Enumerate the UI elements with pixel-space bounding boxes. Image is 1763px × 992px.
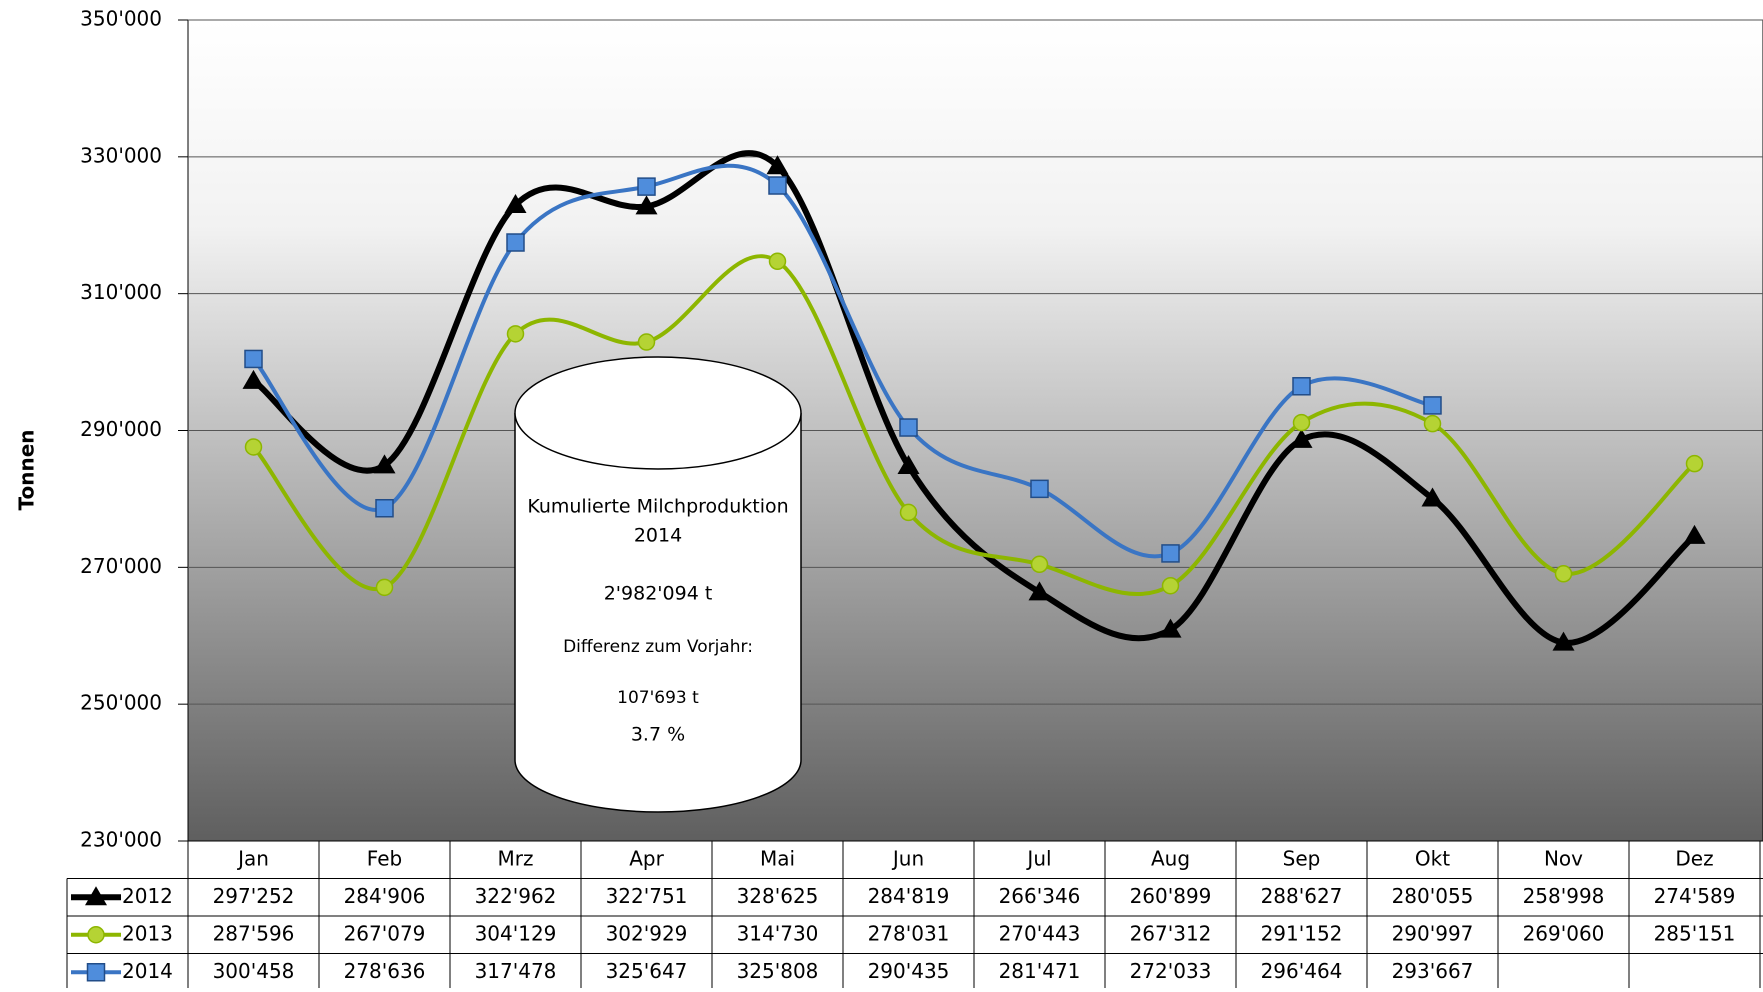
x-tick-label: Apr — [629, 846, 664, 870]
marker — [1556, 566, 1572, 582]
annotation-text: 107'693 t — [617, 688, 699, 708]
y-tick-label: 230'000 — [80, 828, 162, 852]
marker — [1424, 397, 1441, 414]
cylinder-body — [515, 413, 801, 812]
legend-marker — [88, 964, 105, 981]
y-tick-label: 290'000 — [80, 417, 162, 441]
marker — [507, 234, 524, 251]
chart: Tonnen Kumulierte Milchproduktion 2014 2… — [0, 0, 1763, 988]
marker — [1032, 556, 1048, 572]
marker — [1425, 416, 1441, 432]
table-value: 272'033 — [1130, 959, 1212, 983]
table-value: 297'252 — [213, 884, 295, 908]
table-value: 284'819 — [868, 884, 950, 908]
x-tick-label: Jul — [1025, 846, 1051, 870]
annotation-text: Kumulierte Milchproduktion — [527, 496, 788, 518]
table-value: 322'962 — [475, 884, 557, 908]
marker — [245, 350, 262, 367]
table-value: 293'667 — [1392, 959, 1474, 983]
marker — [770, 253, 786, 269]
marker — [377, 579, 393, 595]
marker — [638, 178, 655, 195]
table-value: 317'478 — [475, 959, 557, 983]
table-value: 260'899 — [1130, 884, 1212, 908]
legend-label: 2013 — [122, 921, 173, 945]
table-value: 291'152 — [1261, 921, 1343, 945]
marker — [376, 500, 393, 517]
table-value: 296'464 — [1261, 959, 1343, 983]
table-value: 328'625 — [737, 884, 819, 908]
marker — [1031, 480, 1048, 497]
table-value: 287'596 — [213, 921, 295, 945]
annotation: Kumulierte Milchproduktion 2014 2'982'09… — [515, 357, 801, 812]
marker — [1294, 415, 1310, 431]
table-value: 280'055 — [1392, 884, 1474, 908]
table-value: 278'031 — [868, 921, 950, 945]
table-value: 285'151 — [1654, 921, 1736, 945]
marker — [1162, 545, 1179, 562]
table-value: 304'129 — [475, 921, 557, 945]
legend-marker — [88, 927, 104, 943]
table-value: 274'589 — [1654, 884, 1736, 908]
annotation-text: 2'982'094 t — [604, 583, 713, 605]
table-value: 302'929 — [606, 921, 688, 945]
marker — [901, 504, 917, 520]
table-value: 290'997 — [1392, 921, 1474, 945]
annotation-text: Differenz zum Vorjahr: — [563, 637, 753, 657]
y-tick-label: 310'000 — [80, 280, 162, 304]
table-value: 284'906 — [344, 884, 426, 908]
table-value: 314'730 — [737, 921, 819, 945]
marker — [1163, 578, 1179, 594]
table-value: 288'627 — [1261, 884, 1343, 908]
marker — [1293, 378, 1310, 395]
marker — [639, 334, 655, 350]
y-tick-label: 250'000 — [80, 691, 162, 715]
annotation-text: 3.7 % — [631, 724, 685, 746]
marker — [1687, 456, 1703, 472]
table-value: 325'808 — [737, 959, 819, 983]
y-tick-label: 350'000 — [80, 7, 162, 31]
table-value: 281'471 — [999, 959, 1081, 983]
cylinder-top — [515, 357, 801, 469]
legend-label: 2014 — [122, 959, 173, 983]
table-value: 266'346 — [999, 884, 1081, 908]
y-axis-label: Tonnen — [15, 429, 39, 510]
y-tick-label: 330'000 — [80, 143, 162, 167]
x-tick-label: Aug — [1151, 846, 1190, 870]
table-value: 267'312 — [1130, 921, 1212, 945]
marker — [900, 419, 917, 436]
y-tick-label: 270'000 — [80, 554, 162, 578]
legend-label: 2012 — [122, 884, 173, 908]
x-tick-label: Mai — [760, 846, 795, 870]
x-tick-label: Jun — [891, 846, 924, 870]
table-value: 267'079 — [344, 921, 426, 945]
table-value: 300'458 — [213, 959, 295, 983]
marker — [246, 439, 262, 455]
table-value: 258'998 — [1523, 884, 1605, 908]
table-value: 322'751 — [606, 884, 688, 908]
x-tick-label: Mrz — [498, 846, 534, 870]
x-tick-label: Sep — [1283, 846, 1321, 870]
table-value: 290'435 — [868, 959, 950, 983]
page: {"chart_data": {"type": "line", "y_label… — [0, 0, 1763, 988]
x-tick-label: Feb — [367, 846, 402, 870]
table-value: 269'060 — [1523, 921, 1605, 945]
x-tick-label: Jan — [236, 846, 269, 870]
table-value: 270'443 — [999, 921, 1081, 945]
marker — [769, 177, 786, 194]
x-tick-label: Okt — [1415, 846, 1450, 870]
x-tick-label: Dez — [1675, 846, 1713, 870]
annotation-text: 2014 — [634, 525, 682, 547]
marker — [508, 326, 524, 342]
table-value: 278'636 — [344, 959, 426, 983]
table-value: 325'647 — [606, 959, 688, 983]
x-tick-label: Nov — [1544, 846, 1583, 870]
